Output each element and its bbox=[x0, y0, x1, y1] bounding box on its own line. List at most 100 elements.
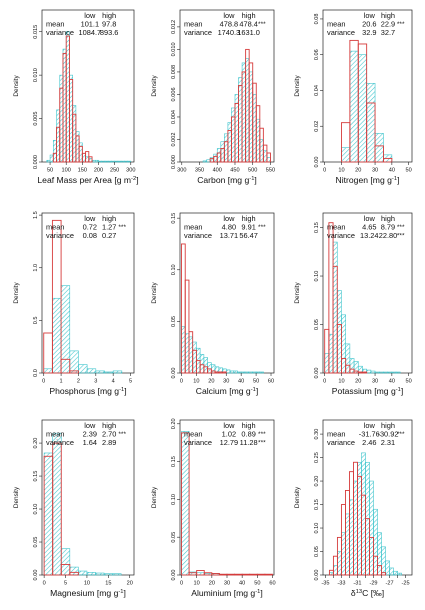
x-tick-label: 20 bbox=[209, 581, 215, 587]
x-axis-label-exponent: -2 bbox=[131, 176, 136, 182]
bar-high bbox=[345, 343, 351, 374]
bar-high bbox=[336, 290, 342, 374]
x-tick-label: 0 bbox=[43, 581, 46, 587]
bar-high bbox=[112, 573, 122, 576]
bar-high bbox=[62, 48, 67, 163]
bar-low bbox=[234, 573, 243, 576]
x-axis-label-exponent: 13 bbox=[356, 589, 362, 595]
stats-table: low high mean 4.80 9.91 *** variance 13.71 56.47 bbox=[184, 214, 266, 240]
bar-low bbox=[51, 219, 62, 374]
y-axis-label: Density bbox=[13, 486, 20, 508]
panel-nitrogen: 0 10 20 30 40 50 0.00 0.02 0.04 0.06 0.08 Density Ni… bbox=[294, 9, 413, 185]
bar-low bbox=[69, 370, 79, 374]
stats-row-label: variance bbox=[46, 438, 74, 447]
y-tick-label: 0.05 bbox=[33, 537, 39, 548]
stats-row-label: variance bbox=[327, 28, 355, 37]
bar-high bbox=[366, 369, 372, 374]
stats-header-high: high bbox=[381, 421, 395, 430]
x-tick-label: 2 bbox=[77, 379, 80, 385]
bar-high bbox=[184, 333, 190, 374]
series-high bbox=[181, 431, 273, 576]
bar-high bbox=[259, 371, 264, 374]
x-tick-label: 150 bbox=[78, 168, 87, 174]
x-tick-label: 300 bbox=[177, 168, 186, 174]
bar-high bbox=[377, 532, 382, 576]
series-low bbox=[43, 442, 79, 576]
x-axis-label-close: ] bbox=[260, 588, 262, 598]
series-low bbox=[328, 461, 386, 576]
x-tick-label: 3 bbox=[94, 379, 97, 385]
bar-high bbox=[209, 157, 214, 163]
bar-high bbox=[370, 370, 376, 374]
x-axis-label: Nitrogen [mg g-1] bbox=[336, 175, 400, 185]
bar-low bbox=[366, 102, 376, 163]
bar-high bbox=[52, 432, 62, 576]
x-axis-label-close: ] bbox=[124, 588, 126, 598]
bar-high bbox=[391, 371, 397, 374]
x-tick-label: 40 bbox=[389, 168, 395, 174]
x-tick-label: 10 bbox=[194, 581, 200, 587]
stats-low-value: -31.76 bbox=[359, 430, 380, 439]
bar-low bbox=[266, 152, 271, 163]
y-tick-label: 0.000 bbox=[171, 155, 177, 169]
y-tick-label: 0.05 bbox=[171, 532, 177, 543]
y-axis-label: Density bbox=[13, 282, 20, 304]
panel-phosphorus: 0 1 2 3 4 5 0.0 0.5 1.0 1.5 Density Phosphorus [mg … bbox=[13, 211, 135, 396]
stats-header-low: low bbox=[364, 421, 376, 430]
y-tick-label: 0.002 bbox=[171, 132, 177, 146]
bar-low bbox=[383, 157, 393, 163]
bar-low bbox=[222, 371, 227, 374]
bar-high bbox=[120, 160, 125, 163]
bar-low bbox=[241, 573, 251, 576]
bar-low bbox=[226, 573, 236, 576]
bar-high bbox=[231, 107, 236, 163]
bar-high bbox=[357, 54, 367, 163]
bar-high bbox=[65, 31, 70, 163]
bar-high bbox=[248, 371, 253, 374]
y-axis-label: Density bbox=[151, 486, 158, 508]
x-tick-label: 250 bbox=[110, 168, 119, 174]
x-tick-label: 40 bbox=[389, 379, 395, 385]
y-tick-label: 0.005 bbox=[33, 112, 39, 126]
bar-high bbox=[52, 297, 62, 374]
stats-header-low: low bbox=[223, 421, 235, 430]
x-tick-label: 10 bbox=[338, 168, 344, 174]
bar-high bbox=[124, 160, 128, 163]
y-tick-label: 0.004 bbox=[171, 110, 177, 124]
panel-aluminium: 0 10 20 30 40 50 60 0.00 0.05 0.10 0.15 0.20 Density… bbox=[151, 418, 276, 598]
x-axis-label-close: ] bbox=[397, 175, 399, 185]
bar-high bbox=[181, 431, 190, 576]
y-tick-label: 0.00 bbox=[314, 368, 320, 379]
bar-high bbox=[78, 142, 83, 163]
bar-high bbox=[224, 133, 229, 163]
bar-high bbox=[328, 333, 334, 374]
x-tick-label: 60 bbox=[268, 379, 274, 385]
stats-high-value: 0.27 bbox=[102, 231, 116, 240]
bar-high bbox=[211, 364, 216, 374]
bar-high bbox=[112, 370, 123, 374]
y-tick-label: 0.15 bbox=[33, 471, 39, 482]
stats-table: low high mean 1.02 0.89 *** variance 12.79 11.28… bbox=[184, 421, 266, 447]
stats-row-label: variance bbox=[184, 438, 212, 447]
y-tick-label: 0.015 bbox=[33, 25, 39, 39]
series-high bbox=[202, 58, 271, 163]
y-tick-label: 0.30 bbox=[314, 429, 320, 440]
stats-header-high: high bbox=[102, 421, 116, 430]
stats-header-high: high bbox=[242, 11, 256, 20]
bar-high bbox=[234, 94, 239, 163]
bar-low bbox=[377, 565, 382, 576]
bar-high bbox=[395, 371, 401, 374]
stats-low-value: 101.1 bbox=[81, 20, 100, 29]
bar-high bbox=[389, 567, 394, 576]
x-axis-label-close: ] bbox=[401, 386, 403, 396]
bar-low bbox=[69, 571, 79, 576]
stats-header-low: low bbox=[364, 11, 376, 20]
bar-high bbox=[255, 118, 261, 163]
y-tick-label: 0.25 bbox=[314, 452, 320, 463]
x-tick-label: 50 bbox=[253, 379, 259, 385]
x-axis-label: Carbon [mg g-1] bbox=[197, 175, 257, 185]
stats-table: low high mean 0.72 1.27 *** variance 0.08 0.27 bbox=[46, 214, 126, 240]
bar-high bbox=[69, 566, 79, 576]
x-tick-label: 550 bbox=[266, 168, 275, 174]
x-tick-label: 4 bbox=[112, 379, 115, 385]
